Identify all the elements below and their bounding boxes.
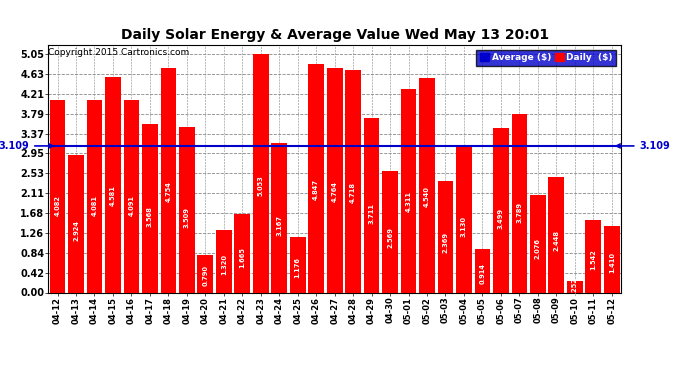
Text: 3.109: 3.109 <box>0 141 53 151</box>
Text: 3.499: 3.499 <box>498 208 504 229</box>
Bar <box>604 226 620 292</box>
Text: Copyright 2015 Cartronics.com: Copyright 2015 Cartronics.com <box>48 48 190 57</box>
Text: 4.081: 4.081 <box>92 195 97 216</box>
Text: 0.914: 0.914 <box>480 262 486 284</box>
Bar <box>493 128 509 292</box>
Text: 4.082: 4.082 <box>55 195 61 216</box>
Text: 4.091: 4.091 <box>128 195 135 216</box>
Legend: Average ($), Daily  ($): Average ($), Daily ($) <box>476 50 616 66</box>
Text: 4.540: 4.540 <box>424 186 430 207</box>
Bar <box>50 100 66 292</box>
Text: 2.369: 2.369 <box>442 232 448 253</box>
Bar <box>216 230 232 292</box>
Bar <box>585 220 601 292</box>
Text: 4.581: 4.581 <box>110 185 116 206</box>
Bar <box>271 143 287 292</box>
Bar <box>364 117 380 292</box>
Text: 1.176: 1.176 <box>295 257 301 278</box>
Bar <box>345 70 361 292</box>
Bar <box>179 127 195 292</box>
Text: 0.252: 0.252 <box>572 277 578 298</box>
Bar <box>511 114 527 292</box>
Text: 3.167: 3.167 <box>276 215 282 236</box>
Bar <box>161 68 176 292</box>
Bar <box>382 171 398 292</box>
Bar <box>197 255 213 292</box>
Text: 4.754: 4.754 <box>166 181 171 202</box>
Bar <box>549 177 564 292</box>
Text: 1.320: 1.320 <box>221 254 227 275</box>
Bar <box>290 237 306 292</box>
Bar <box>142 124 158 292</box>
Bar <box>87 100 102 292</box>
Text: 0.790: 0.790 <box>202 265 208 286</box>
Bar <box>124 100 139 292</box>
Text: 2.924: 2.924 <box>73 220 79 241</box>
Bar <box>308 64 324 292</box>
Text: 1.665: 1.665 <box>239 247 245 268</box>
Text: 5.053: 5.053 <box>258 175 264 196</box>
Bar <box>456 145 472 292</box>
Text: 3.109: 3.109 <box>616 141 670 151</box>
Text: 3.789: 3.789 <box>516 202 522 223</box>
Bar <box>419 78 435 292</box>
Text: 2.076: 2.076 <box>535 238 541 259</box>
Text: 1.542: 1.542 <box>590 249 596 270</box>
Bar <box>401 89 416 292</box>
Bar <box>475 249 491 292</box>
Bar <box>253 54 268 292</box>
Text: 4.847: 4.847 <box>313 179 319 200</box>
Text: 3.509: 3.509 <box>184 208 190 228</box>
Text: 4.764: 4.764 <box>332 181 337 202</box>
Text: 1.410: 1.410 <box>609 252 615 273</box>
Bar <box>567 280 582 292</box>
Bar <box>530 195 546 292</box>
Text: 2.569: 2.569 <box>387 228 393 249</box>
Title: Daily Solar Energy & Average Value Wed May 13 20:01: Daily Solar Energy & Average Value Wed M… <box>121 28 549 42</box>
Bar <box>327 68 342 292</box>
Bar <box>235 214 250 292</box>
Text: 3.711: 3.711 <box>368 203 375 224</box>
Text: 3.568: 3.568 <box>147 206 153 227</box>
Text: 2.448: 2.448 <box>553 230 560 251</box>
Bar <box>68 154 84 292</box>
Bar <box>437 181 453 292</box>
Text: 4.311: 4.311 <box>406 190 411 211</box>
Text: 3.130: 3.130 <box>461 216 467 237</box>
Bar <box>105 76 121 292</box>
Text: 4.718: 4.718 <box>350 182 356 203</box>
